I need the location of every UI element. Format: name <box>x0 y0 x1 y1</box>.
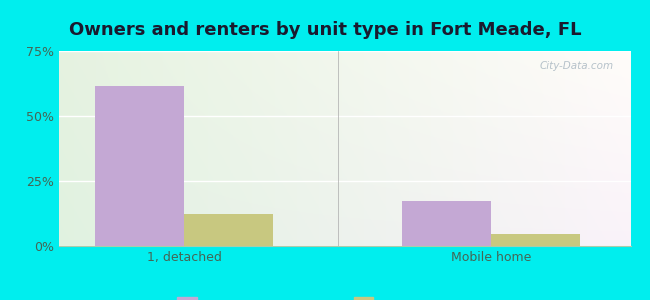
Bar <box>95 86 184 246</box>
Text: City-Data.com: City-Data.com <box>540 61 614 71</box>
Bar <box>184 214 274 246</box>
Legend: Owner occupied units, Renter occupied units: Owner occupied units, Renter occupied un… <box>172 295 517 300</box>
Text: Owners and renters by unit type in Fort Meade, FL: Owners and renters by unit type in Fort … <box>69 21 581 39</box>
Bar <box>402 200 491 246</box>
Bar <box>491 234 580 246</box>
